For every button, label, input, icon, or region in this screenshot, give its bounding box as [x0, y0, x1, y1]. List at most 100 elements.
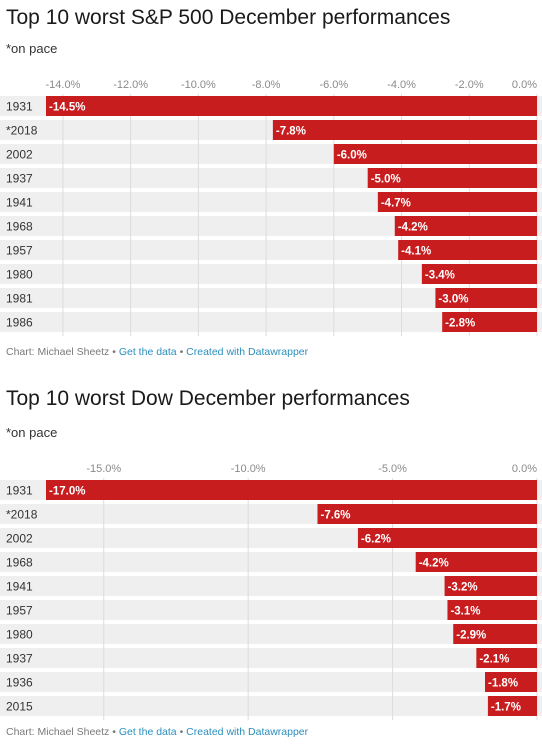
bar — [485, 672, 537, 692]
chart-subtitle: *on pace — [6, 425, 58, 440]
data-label: -4.2% — [398, 222, 428, 234]
category-label: 1986 — [6, 316, 33, 330]
row-band — [0, 624, 542, 644]
bar — [272, 120, 537, 140]
footer-separator: • — [112, 726, 116, 738]
category-label: *2018 — [6, 508, 38, 522]
row-band — [0, 648, 542, 668]
category-label: 1981 — [6, 292, 33, 306]
bar — [435, 288, 537, 308]
chart-subtitle: *on pace — [6, 41, 58, 56]
category-label: 1980 — [6, 268, 33, 282]
bar — [398, 240, 537, 260]
bar — [487, 696, 537, 716]
data-label: -5.0% — [371, 174, 401, 186]
category-label: 1936 — [6, 676, 33, 690]
bar — [377, 192, 537, 212]
data-label: -3.1% — [450, 606, 480, 618]
bar — [357, 528, 537, 548]
chart-footer: Chart: Michael Sheetz • Get the data • C… — [6, 346, 308, 358]
data-label: -6.2% — [361, 534, 391, 546]
category-label: 1931 — [6, 100, 33, 114]
category-label: 1968 — [6, 220, 33, 234]
data-label: -1.7% — [491, 702, 521, 714]
data-label: -1.8% — [488, 678, 518, 690]
footer-separator: • — [179, 726, 184, 738]
bar — [367, 168, 537, 188]
datawrapper-link[interactable]: Created with Datawrapper — [186, 346, 309, 358]
bar — [46, 96, 537, 116]
category-label: 1957 — [6, 244, 33, 258]
category-label: *2018 — [6, 124, 38, 138]
footer-source: Chart: Michael Sheetz — [6, 726, 110, 738]
get-the-data-link[interactable]: Get the data — [118, 346, 177, 358]
category-label: 2002 — [6, 532, 33, 546]
category-label: 1957 — [6, 604, 33, 618]
data-label: -2.9% — [456, 630, 486, 642]
bar — [421, 264, 537, 284]
bar — [333, 144, 537, 164]
get-the-data-link[interactable]: Get the data — [118, 726, 177, 738]
data-label: -3.2% — [448, 582, 478, 594]
sp500-chart: Top 10 worst S&P 500 December performanc… — [0, 0, 542, 370]
x-tick-label: -10.0% — [231, 463, 266, 475]
category-label: 1941 — [6, 580, 33, 594]
category-label: 1980 — [6, 628, 33, 642]
x-tick-label: -10.0% — [181, 79, 216, 91]
category-label: 1931 — [6, 484, 33, 498]
bar — [453, 624, 537, 644]
category-label: 1968 — [6, 556, 33, 570]
category-label: 1937 — [6, 652, 33, 666]
bar — [46, 480, 537, 500]
category-label: 1941 — [6, 196, 33, 210]
row-band — [0, 576, 542, 596]
bar — [447, 600, 537, 620]
x-tick-label: -5.0% — [378, 463, 407, 475]
x-tick-label: 0.0% — [512, 79, 537, 91]
data-label: -14.5% — [49, 102, 85, 114]
dow-chart: Top 10 worst Dow December performances *… — [0, 380, 542, 745]
chart-title: Top 10 worst Dow December performances — [6, 387, 410, 410]
bar — [476, 648, 537, 668]
bar — [317, 504, 537, 524]
row-band — [0, 264, 542, 284]
x-tick-label: -6.0% — [319, 79, 348, 91]
footer-source: Chart: Michael Sheetz — [6, 346, 110, 358]
category-label: 2015 — [6, 700, 33, 714]
x-tick-label: -8.0% — [252, 79, 281, 91]
bar — [394, 216, 537, 236]
bar — [442, 312, 537, 332]
datawrapper-link[interactable]: Created with Datawrapper — [186, 726, 309, 738]
x-tick-label: -12.0% — [113, 79, 148, 91]
x-tick-label: -14.0% — [46, 79, 81, 91]
data-label: -2.8% — [445, 318, 475, 330]
x-tick-label: -15.0% — [86, 463, 121, 475]
data-label: -3.4% — [425, 270, 455, 282]
footer-separator: • — [112, 346, 116, 358]
row-band — [0, 288, 542, 308]
bar — [444, 576, 537, 596]
footer-separator: • — [179, 346, 184, 358]
data-label: -4.1% — [401, 246, 431, 258]
category-label: 2002 — [6, 148, 33, 162]
row-band — [0, 312, 542, 332]
data-label: -7.8% — [276, 126, 306, 138]
chart-footer: Chart: Michael Sheetz • Get the data • C… — [6, 726, 308, 738]
row-band — [0, 696, 542, 716]
x-tick-label: -4.0% — [387, 79, 416, 91]
data-label: -7.6% — [320, 510, 350, 522]
row-band — [0, 552, 542, 572]
data-label: -4.7% — [381, 198, 411, 210]
chart-title: Top 10 worst S&P 500 December performanc… — [6, 6, 451, 29]
data-label: -2.1% — [479, 654, 509, 666]
row-band — [0, 600, 542, 620]
data-label: -17.0% — [49, 486, 85, 498]
data-label: -4.2% — [419, 558, 449, 570]
x-tick-label: -2.0% — [455, 79, 484, 91]
data-label: -6.0% — [337, 150, 367, 162]
bar — [415, 552, 537, 572]
category-label: 1937 — [6, 172, 33, 186]
dow-bar-plot: -15.0% -10.0% -5.0% 0.0% 1931 -17.0% *2018 -7.6… — [0, 463, 542, 720]
data-label: -3.0% — [438, 294, 468, 306]
row-band — [0, 672, 542, 692]
